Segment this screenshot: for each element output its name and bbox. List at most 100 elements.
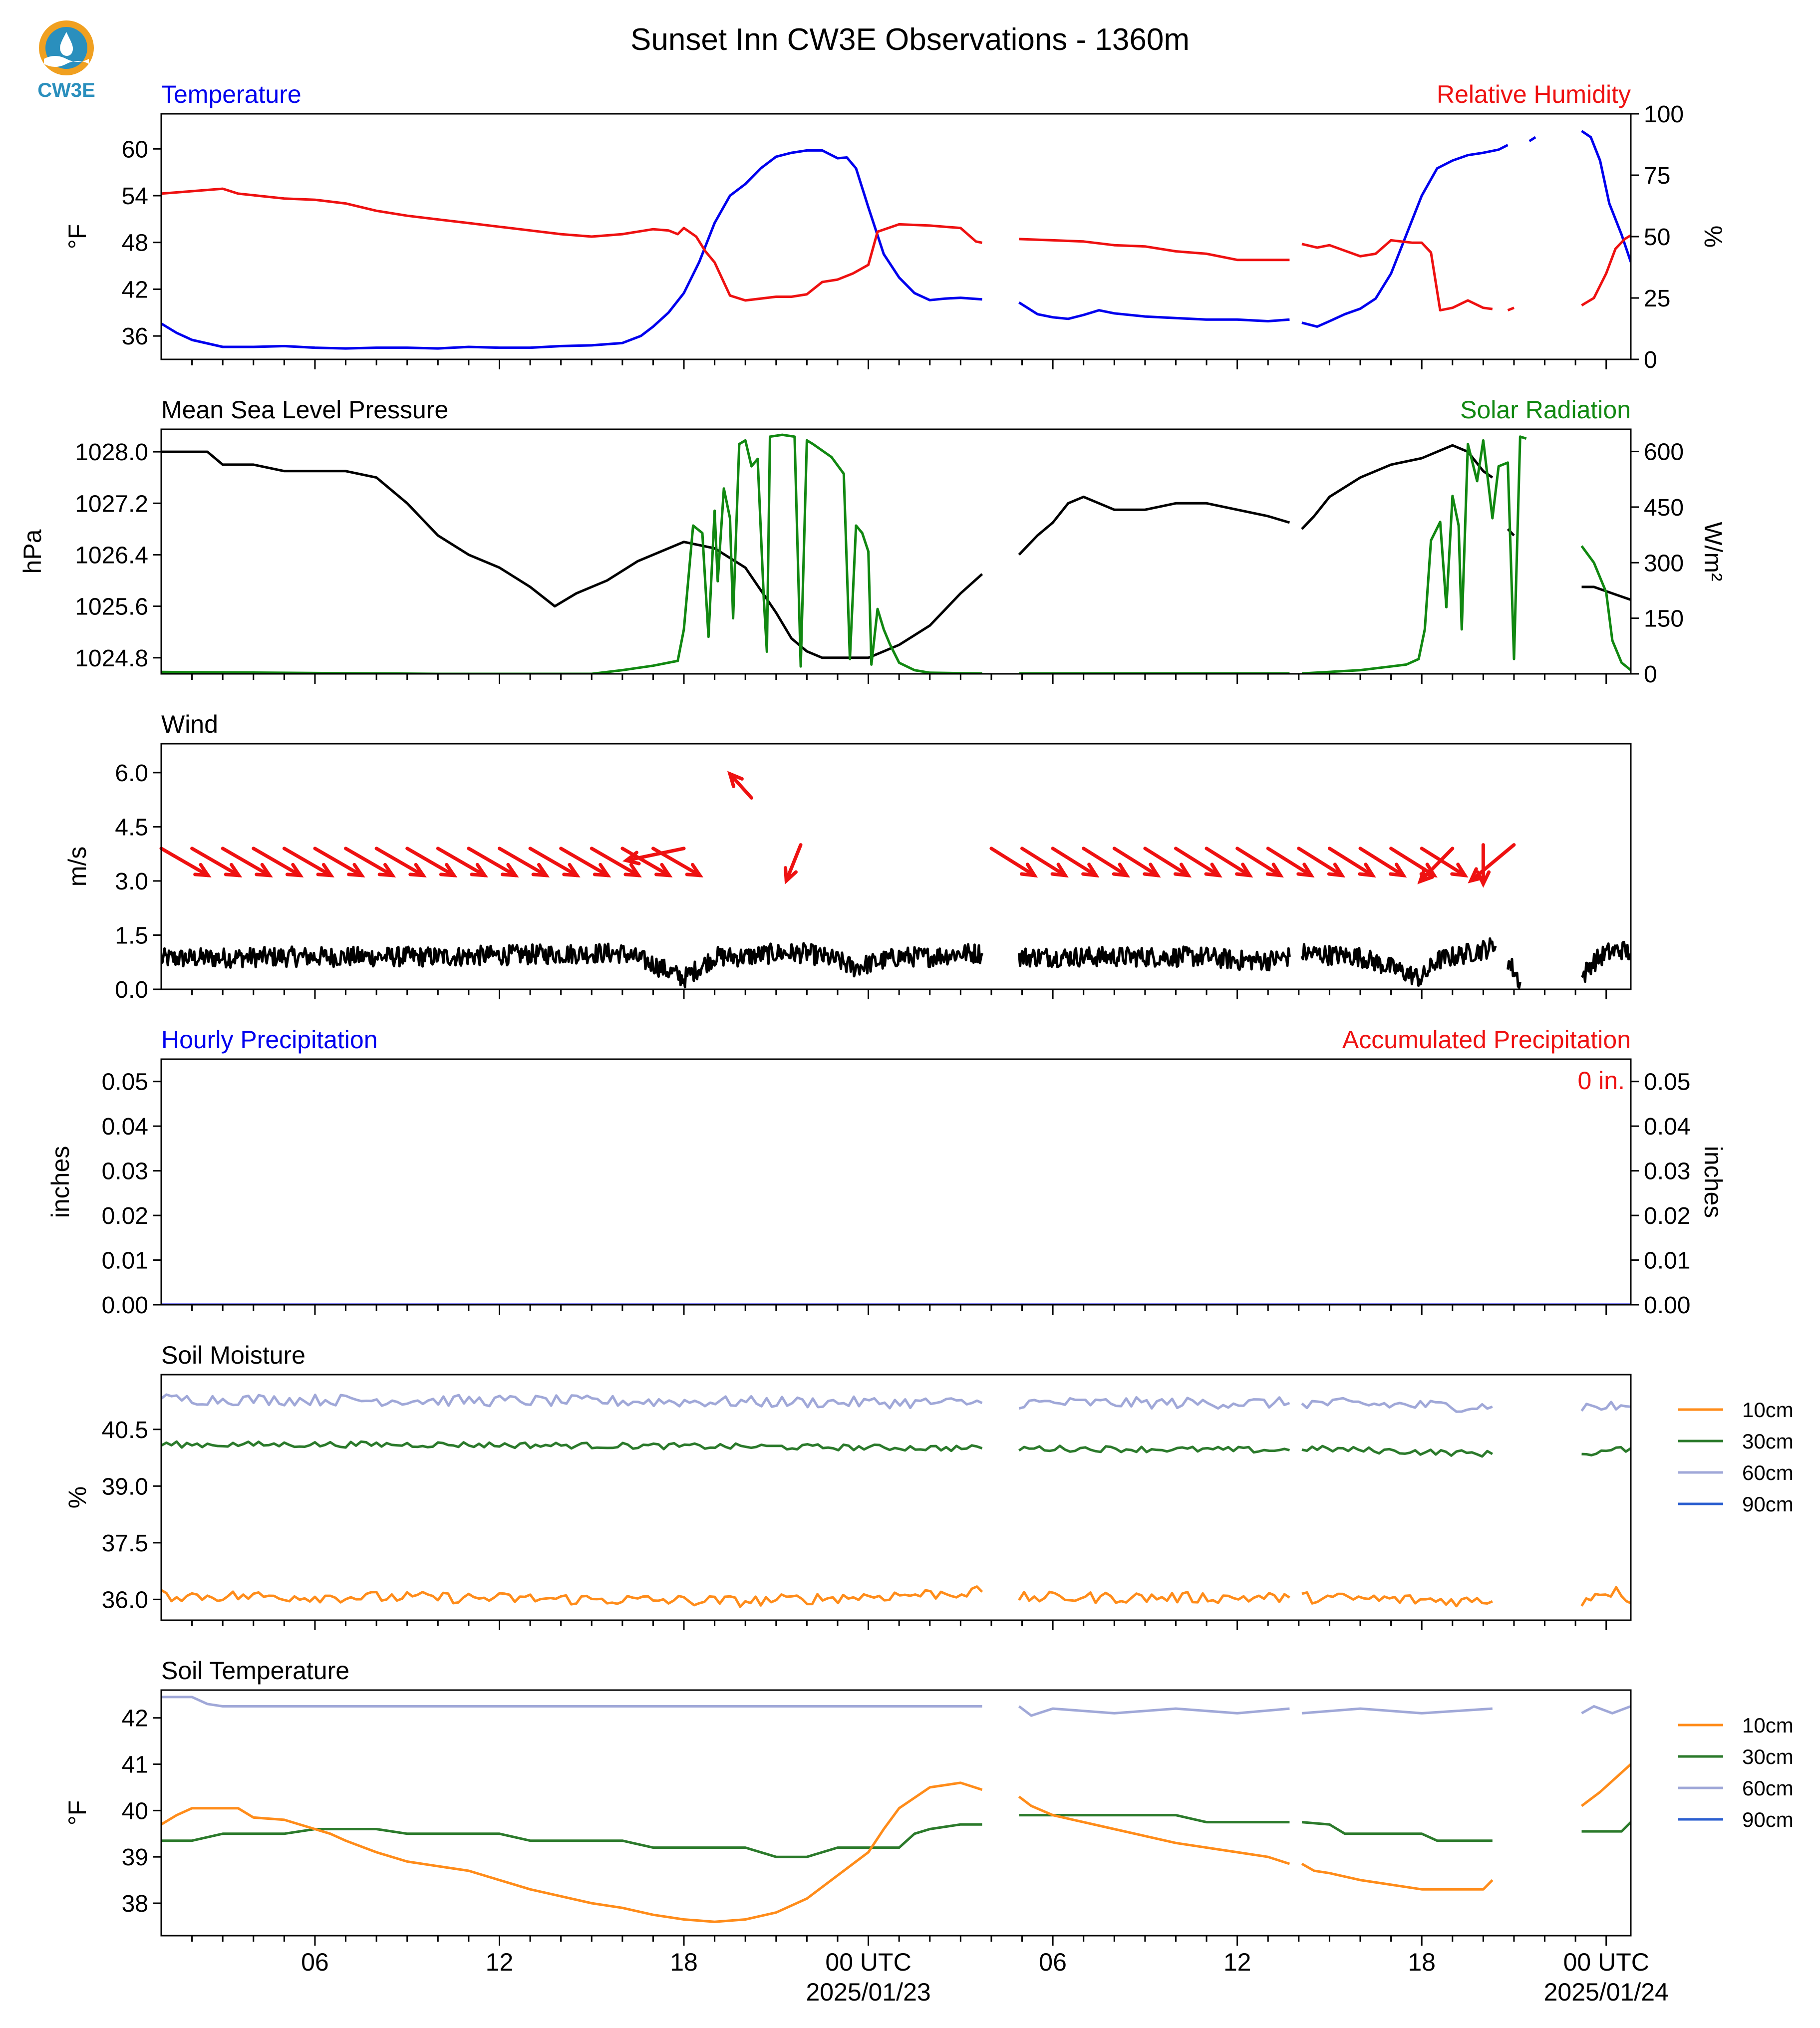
- series-line-wind: [161, 942, 983, 989]
- y-tick-label-left: 0.05: [102, 1069, 148, 1096]
- wind-arrow: [190, 847, 241, 877]
- x-tick-label: 06: [301, 1948, 329, 1976]
- wind-arrow: [620, 847, 671, 877]
- soil-legend: 10cm 30cm 60cm 90cm: [1678, 1714, 1794, 1831]
- series-line-soil_60: [1018, 1396, 1290, 1410]
- y-tick-label-left: 38: [122, 1891, 148, 1917]
- series-group: [161, 130, 1631, 350]
- series-line-pressure: [161, 450, 983, 659]
- panels: Temperature Relative Humidity364248546002…: [18, 80, 1794, 2006]
- wind-arrow-head: [783, 866, 798, 885]
- panel-title-left: Wind: [161, 710, 218, 738]
- wind-arrow-head: [377, 863, 396, 877]
- y-tick-label-right: 300: [1644, 550, 1684, 577]
- legend-label: 30cm: [1742, 1745, 1794, 1768]
- legend-label: 60cm: [1742, 1776, 1794, 1800]
- y-tick-label-left: 37.5: [102, 1530, 148, 1557]
- wind-arrow: [1327, 847, 1375, 877]
- y-tick-label-left: 42: [122, 1706, 148, 1732]
- wind-arrow: [989, 847, 1036, 877]
- wind-arrow: [1051, 847, 1098, 877]
- wind-barbs: [159, 771, 1516, 888]
- series-line-pressure: [1018, 495, 1290, 556]
- wind-arrow: [1297, 847, 1344, 877]
- series-line-pressure: [1581, 585, 1631, 601]
- wind-arrow-head: [1450, 863, 1469, 878]
- axes-frame: [160, 113, 1632, 360]
- series-line-soil_10: [1301, 1862, 1494, 1891]
- series-line-humidity: [1581, 234, 1631, 306]
- series-line-soil_60: [1018, 1705, 1290, 1717]
- series-line-wind: [1580, 940, 1631, 983]
- y-tick-label-right: 50: [1644, 224, 1670, 251]
- series-line-humidity: [1301, 239, 1493, 312]
- y-tick-label-left: 54: [122, 183, 148, 210]
- y-axis-label-right: inches: [1699, 1146, 1727, 1218]
- panel-hourly-precipitation: Hourly Precipitation Accumulated Precipit…: [46, 1026, 1727, 1319]
- y-tick-label-left: 4.5: [115, 814, 148, 841]
- y-tick-label-right: 0.01: [1644, 1248, 1690, 1274]
- y-tick-label-left: 1025.6: [75, 594, 148, 620]
- wind-arrow-head: [654, 863, 673, 877]
- wind-arrow-head: [1081, 863, 1100, 878]
- series-line-soil_30: [1301, 1445, 1494, 1458]
- wind-arrow: [374, 847, 425, 877]
- wind-arrow-head: [1235, 863, 1253, 878]
- panel-soil-moisture: Soil Moisture 36.0 37.5 39.0 40.5% 10cm 30cm 60…: [63, 1341, 1794, 1630]
- wind-arrow-head: [1358, 863, 1376, 878]
- y-tick-label-right: 75: [1644, 163, 1670, 189]
- x-date-label: 2025/01/23: [806, 1978, 930, 2006]
- y-tick-label-right: 25: [1644, 286, 1670, 312]
- panel-wind: Wind 0.0 1.5 3.0 4.5 6.0 m/s: [63, 710, 1632, 1003]
- panel-title-right: Accumulated Precipitation: [1342, 1026, 1631, 1054]
- series-line-temperature: [161, 149, 982, 350]
- series-line-soil_30: [161, 1440, 983, 1452]
- legend-label: 90cm: [1742, 1808, 1794, 1831]
- panel-mean-sea-level-pressure: Mean Sea Level Pressure Solar Radiation 10…: [18, 396, 1727, 688]
- panel-soil-temperature: Soil Temperature 38 39 40 41 42 °F 10cm 30cm 60cm…: [63, 1657, 1794, 1946]
- y-tick-label-right: 0.04: [1644, 1114, 1690, 1140]
- wind-arrow: [624, 847, 686, 863]
- wind-arrow-head: [1204, 863, 1222, 878]
- wind-arrow: [282, 847, 333, 877]
- axes-frame: [160, 1058, 1632, 1306]
- wind-arrow-head: [1476, 870, 1491, 888]
- wind-arrow: [559, 847, 609, 877]
- series-line-soil_60: [1581, 1705, 1631, 1715]
- y-tick-label-right: 0.05: [1644, 1069, 1690, 1096]
- panel-title-left: Temperature: [161, 80, 302, 108]
- y-tick-label-left: 39.0: [102, 1473, 148, 1500]
- series-line-temperature: [1301, 144, 1509, 328]
- cw3e-logo: CW3E: [24, 18, 124, 103]
- wind-arrow: [344, 847, 394, 877]
- y-axis-label-left: °F: [63, 224, 91, 250]
- wind-arrow: [1358, 847, 1405, 877]
- wind-arrow: [1420, 847, 1467, 877]
- wind-arrow-head: [727, 771, 744, 788]
- series-line-humidity: [1019, 238, 1290, 262]
- wind-arrow: [1469, 843, 1516, 883]
- wind-arrow: [1020, 847, 1067, 877]
- series-line-soil_10: [1580, 1763, 1631, 1807]
- x-date-label: 2025/01/24: [1544, 1978, 1669, 2006]
- wind-arrow-head: [562, 863, 581, 877]
- y-tick-label-left: 60: [122, 136, 148, 163]
- wind-arrow: [497, 847, 548, 877]
- y-tick-label-left: 1026.4: [75, 542, 148, 569]
- panel-title-left: Mean Sea Level Pressure: [161, 396, 448, 424]
- wind-arrow: [1205, 847, 1251, 877]
- wind-arrow: [1418, 847, 1455, 883]
- series-line-soil_30: [1581, 1446, 1631, 1456]
- series-line-soil_10: [161, 1585, 983, 1608]
- legend-label: 30cm: [1742, 1430, 1794, 1453]
- wind-arrow: [1389, 847, 1436, 877]
- y-tick-label-left: 36: [122, 323, 148, 350]
- y-tick-label-right: 0.02: [1644, 1203, 1690, 1229]
- panel-title-left: Soil Temperature: [161, 1657, 349, 1685]
- wind-arrow: [1266, 847, 1313, 877]
- series-line-solar: [1580, 545, 1631, 671]
- x-tick-label: 18: [1408, 1948, 1436, 1976]
- x-tick-label: 00 UTC: [825, 1948, 911, 1976]
- wind-arrow: [313, 847, 364, 877]
